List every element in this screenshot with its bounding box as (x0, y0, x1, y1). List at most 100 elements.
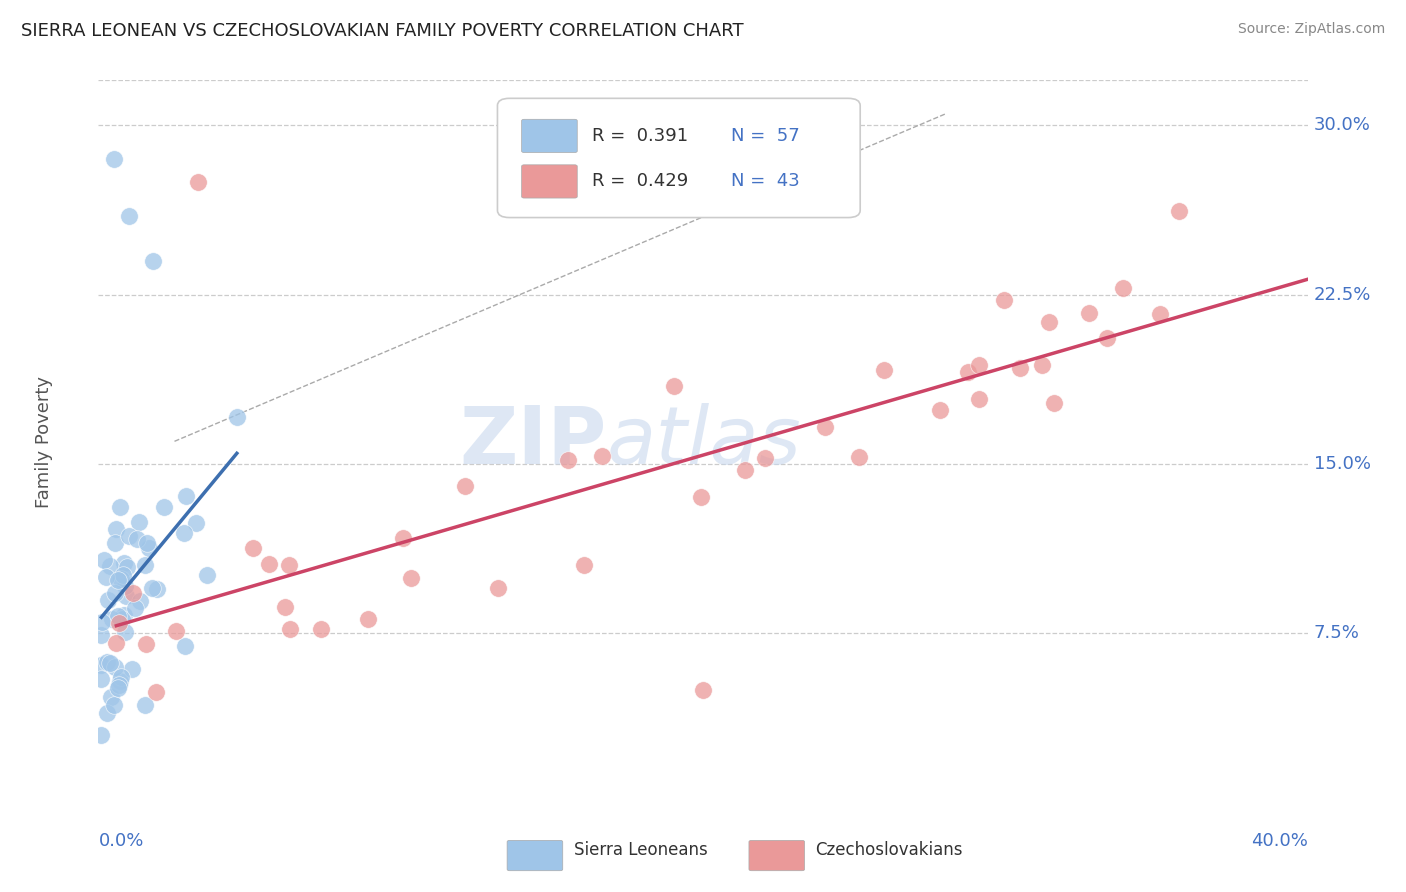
Point (112, 607, 135, 622)
Point (124, 600, 146, 615)
Point (121, 661, 143, 675)
Point (100, 690, 122, 704)
Point (257, 557, 280, 571)
Point (114, 579, 136, 593)
Point (1038, 315, 1060, 329)
Point (96, 706, 118, 720)
Point (90, 673, 112, 687)
Point (848, 450, 870, 464)
Point (135, 637, 157, 651)
Point (1167, 203, 1189, 218)
Point (115, 589, 138, 603)
Point (401, 570, 423, 584)
Point (153, 500, 176, 515)
Point (225, 410, 247, 425)
Text: Source: ZipAtlas.com: Source: ZipAtlas.com (1237, 22, 1385, 37)
Point (98, 656, 121, 670)
Point (107, 573, 129, 587)
Point (97, 593, 120, 607)
Point (118, 529, 141, 543)
Point (104, 586, 127, 600)
Point (1042, 395, 1064, 409)
Point (872, 363, 894, 377)
Point (956, 365, 979, 379)
Point (110, 572, 132, 586)
Point (591, 449, 613, 463)
Point (278, 558, 301, 572)
Text: atlas: atlas (606, 402, 801, 481)
Point (112, 557, 135, 571)
Point (392, 531, 415, 545)
Point (142, 253, 165, 268)
Point (174, 639, 197, 653)
Point (103, 153, 125, 167)
Text: 0.0%: 0.0% (98, 831, 143, 850)
Point (454, 479, 477, 493)
Text: R =  0.429: R = 0.429 (592, 172, 688, 190)
Point (98, 558, 121, 573)
Point (242, 541, 264, 556)
Point (90, 615, 112, 630)
Point (90, 657, 112, 672)
Point (121, 586, 143, 600)
Text: Family Poverty: Family Poverty (35, 376, 53, 508)
Point (104, 522, 127, 536)
Point (118, 209, 141, 223)
Text: 7.5%: 7.5% (1313, 624, 1360, 642)
Point (127, 532, 149, 546)
Point (754, 451, 776, 466)
Text: N =  43: N = 43 (731, 172, 800, 190)
Point (1008, 361, 1031, 376)
Point (309, 622, 332, 636)
Point (110, 500, 132, 514)
Point (134, 558, 156, 572)
Point (734, 463, 756, 477)
Point (689, 491, 711, 505)
Point (110, 673, 132, 688)
Text: 15.0%: 15.0% (1313, 455, 1371, 473)
Point (111, 612, 134, 626)
Point (557, 453, 579, 467)
Text: N =  57: N = 57 (731, 127, 800, 145)
Point (278, 622, 301, 636)
Point (929, 403, 952, 417)
Point (96, 655, 118, 669)
Text: SIERRA LEONEAN VS CZECHOSLOVAKIAN FAMILY POVERTY CORRELATION CHART: SIERRA LEONEAN VS CZECHOSLOVAKIAN FAMILY… (21, 22, 744, 40)
Point (103, 698, 125, 712)
Point (111, 567, 134, 582)
Text: Sierra Leoneans: Sierra Leoneans (574, 841, 707, 859)
Point (274, 600, 297, 615)
Point (90, 728, 112, 742)
Text: Czechoslovakians: Czechoslovakians (815, 841, 963, 859)
Point (969, 392, 991, 406)
Point (572, 558, 595, 573)
Point (128, 594, 150, 608)
Point (187, 175, 209, 189)
Point (128, 516, 150, 530)
Point (969, 358, 991, 372)
Point (93, 553, 115, 567)
Text: R =  0.391: R = 0.391 (592, 127, 688, 145)
Point (104, 660, 127, 674)
Point (357, 612, 380, 626)
Point (692, 682, 714, 697)
Point (1097, 331, 1119, 345)
Point (105, 635, 128, 649)
Text: 30.0%: 30.0% (1313, 117, 1371, 135)
Point (117, 559, 139, 574)
Point (662, 379, 685, 393)
Point (195, 568, 218, 582)
Point (184, 516, 207, 531)
FancyBboxPatch shape (522, 120, 578, 153)
Point (146, 582, 169, 596)
FancyBboxPatch shape (508, 840, 562, 871)
Point (486, 581, 509, 595)
Point (110, 670, 132, 684)
Point (1111, 281, 1133, 295)
FancyBboxPatch shape (498, 98, 860, 218)
Point (174, 489, 197, 503)
Point (90, 628, 112, 642)
Point (165, 624, 187, 638)
Point (108, 615, 131, 630)
Point (134, 698, 156, 712)
